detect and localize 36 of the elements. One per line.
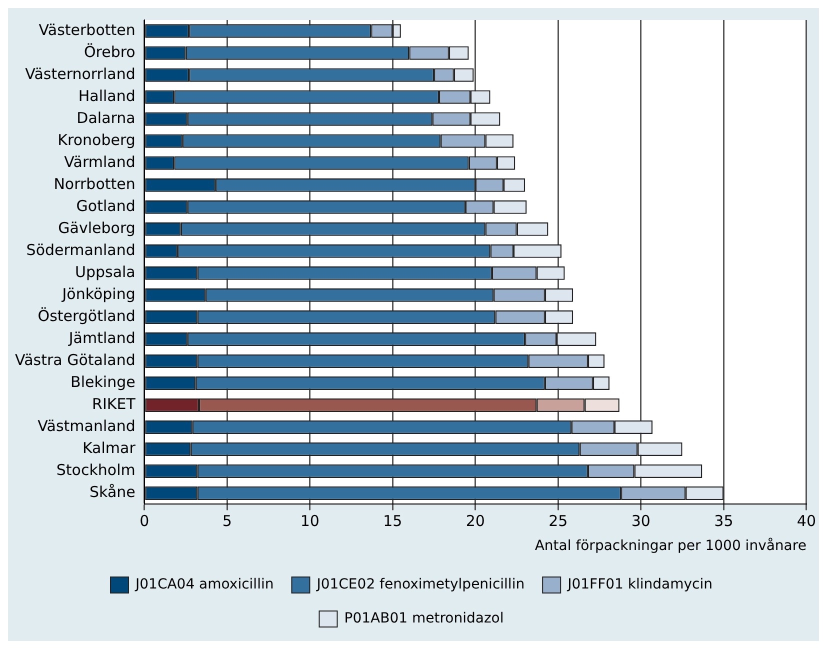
x-axis-title: Antal förpackningar per 1000 invånare [534, 537, 806, 554]
y-tick-label: Norrbotten [54, 174, 136, 193]
legend-label: J01FF01 klindamycin [566, 576, 712, 593]
y-tick-label: Kronoberg [58, 130, 136, 149]
x-tick-label: 40 [796, 512, 816, 530]
y-tick-label: Uppsala [74, 262, 136, 281]
y-tick-label: Gävleborg [58, 218, 136, 237]
y-tick-label: RIKET [92, 395, 136, 414]
legend-label: J01CE02 fenoximetylpenicillin [316, 576, 525, 593]
x-tick-label: 20 [466, 512, 485, 530]
y-tick-label: Örebro [84, 42, 136, 61]
y-tick-label: Värmland [64, 152, 136, 171]
y-tick-label: Västerbotten [38, 20, 136, 39]
x-tick-label: 5 [222, 512, 232, 530]
y-tick-label: Halland [78, 86, 136, 105]
y-tick-label: Skåne [90, 483, 136, 502]
y-tick-label: Dalarna [76, 108, 136, 127]
y-tick-label: Södermanland [26, 240, 136, 259]
legend-label: P01AB01 metronidazol [344, 610, 504, 627]
legend-label: J01CA04 amoxicillin [134, 576, 274, 593]
y-tick-label: Västernorrland [25, 64, 136, 83]
y-tick-label: Jämtland [68, 329, 136, 348]
x-tick-label: 0 [140, 512, 150, 530]
y-tick-label: Gotland [76, 196, 136, 215]
y-tick-label: Blekinge [70, 373, 136, 392]
x-tick-label: 25 [548, 512, 568, 530]
y-tick-label: Jönköping [61, 285, 136, 304]
y-tick-label: Västra Götaland [15, 351, 136, 370]
x-tick-label: 35 [714, 512, 734, 530]
y-tick-label: Kalmar [82, 439, 136, 458]
y-tick-label: Västmanland [38, 417, 136, 436]
x-tick-label: 10 [300, 512, 320, 530]
y-tick-label: Stockholm [56, 461, 136, 480]
x-tick-label: 15 [383, 512, 402, 530]
x-tick-label: 30 [631, 512, 650, 530]
y-tick-label: Östergötland [38, 307, 136, 326]
